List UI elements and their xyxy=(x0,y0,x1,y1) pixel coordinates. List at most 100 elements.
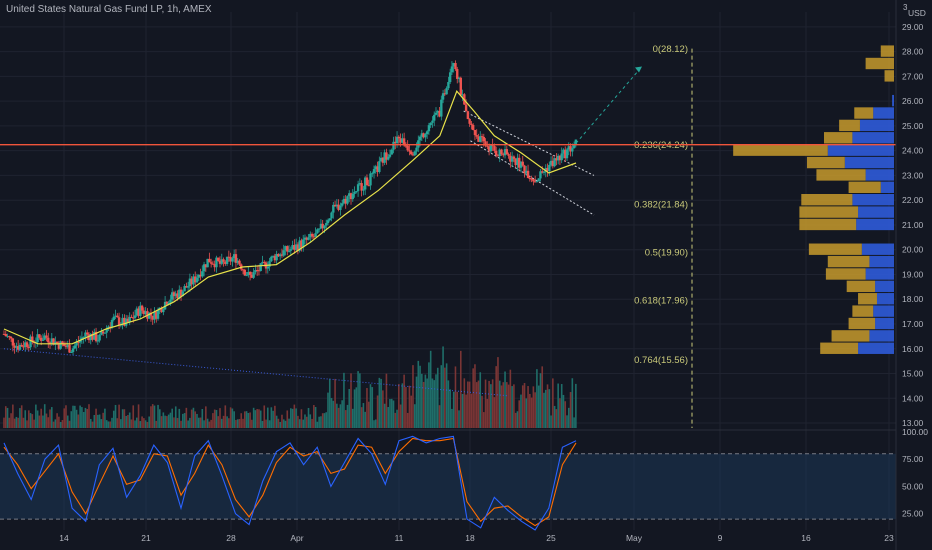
candle-body xyxy=(155,311,158,319)
volume-bar xyxy=(571,378,574,428)
price-tick-label: 28.00 xyxy=(902,47,924,57)
candle-body xyxy=(73,345,77,349)
volume-bar xyxy=(157,404,159,428)
profile-bar-up xyxy=(875,317,894,330)
profile-bar-up xyxy=(865,268,894,280)
candle-body xyxy=(80,337,84,341)
volume-bar xyxy=(399,404,402,428)
candle-body xyxy=(560,153,563,161)
candle-body xyxy=(20,344,23,347)
volume-bar xyxy=(173,417,175,428)
volume-bar xyxy=(520,394,522,428)
volume-bar xyxy=(38,415,41,428)
volume-bar xyxy=(59,421,62,428)
volume-bar xyxy=(559,398,561,428)
volume-bar xyxy=(495,366,497,428)
fib-label: 0.382(21.84) xyxy=(634,200,688,211)
profile-bar-up xyxy=(861,243,894,255)
volume-bar xyxy=(102,412,104,428)
candle-body xyxy=(443,93,447,95)
volume-bar xyxy=(65,405,67,428)
candle-body xyxy=(24,342,27,348)
profile-bar-up xyxy=(873,305,894,317)
price-tick-label: 25.00 xyxy=(902,121,924,131)
candle-body xyxy=(287,250,291,252)
candle-body xyxy=(541,171,544,173)
candle-body xyxy=(420,133,424,137)
candle-body xyxy=(516,157,519,166)
price-tick-label: 15.00 xyxy=(902,369,924,379)
volume-bar xyxy=(205,406,207,428)
volume-bar xyxy=(444,367,446,428)
volume-bar xyxy=(334,378,336,428)
chart-title: United States Natural Gas Fund LP, 1h, A… xyxy=(6,4,212,15)
candle-body xyxy=(132,317,135,319)
candle-body xyxy=(220,259,223,264)
volume-bar xyxy=(243,411,246,428)
candle-body xyxy=(22,346,25,348)
fib-label: 0(28.12) xyxy=(653,44,688,55)
candle-body xyxy=(399,138,402,143)
volume-bar xyxy=(382,390,384,428)
volume-bar xyxy=(70,411,73,428)
volume-bar xyxy=(192,407,195,428)
volume-bar xyxy=(463,378,466,428)
volume-bar xyxy=(456,391,459,428)
volume-bar xyxy=(529,393,531,428)
volume-bar xyxy=(419,365,421,428)
candle-body xyxy=(305,237,308,240)
fib-label: 0.764(15.56) xyxy=(634,355,688,366)
candle-body xyxy=(546,167,549,172)
volume-bar xyxy=(389,399,391,428)
volume-bar xyxy=(196,413,198,428)
candle-body xyxy=(38,334,41,338)
volume-bar xyxy=(459,350,462,428)
volume-bar xyxy=(143,418,145,428)
volume-bar xyxy=(236,419,239,428)
candle-body xyxy=(523,165,526,174)
candle-body xyxy=(41,339,45,341)
candle-body xyxy=(291,245,294,250)
candle-body xyxy=(142,310,146,315)
volume-bar xyxy=(17,417,19,428)
volume-bar xyxy=(169,412,172,428)
candle-body xyxy=(57,343,61,349)
volume-bar xyxy=(302,419,305,428)
volume-bar xyxy=(203,420,205,428)
time-tick-label: 11 xyxy=(395,533,404,543)
candle-body xyxy=(473,129,477,136)
time-axis[interactable]: 14 21 28 Apr 11 18 25 May 9 16 23 xyxy=(59,533,894,543)
volume-bar xyxy=(415,376,418,428)
candle-body xyxy=(422,133,425,138)
candle-body xyxy=(328,218,331,221)
volume-bars xyxy=(3,346,577,428)
candle-body xyxy=(234,254,238,263)
candle-body xyxy=(213,264,216,268)
candle-body xyxy=(206,258,209,268)
candle-body xyxy=(309,233,312,238)
volume-bar xyxy=(88,404,90,428)
volume-bar xyxy=(148,416,150,428)
volume-bar xyxy=(313,405,315,428)
candle-body xyxy=(252,272,255,278)
candle-body xyxy=(271,255,275,257)
volume-bar xyxy=(493,397,496,428)
volume-bar xyxy=(128,412,131,428)
volume-bar xyxy=(268,420,271,428)
candle-body xyxy=(6,336,9,338)
candle-body xyxy=(332,204,335,213)
candle-body xyxy=(459,77,462,96)
candle-body xyxy=(96,340,100,342)
time-tick-label: 28 xyxy=(226,533,236,543)
candle-body xyxy=(549,160,553,165)
blue-trend-line xyxy=(3,348,508,397)
volume-bar xyxy=(189,417,191,428)
volume-bar xyxy=(233,411,235,428)
candle-body xyxy=(201,271,204,277)
volume-bar xyxy=(66,415,69,428)
candle-body xyxy=(537,178,540,182)
volume-bar xyxy=(566,415,568,428)
candle-body xyxy=(533,181,537,183)
